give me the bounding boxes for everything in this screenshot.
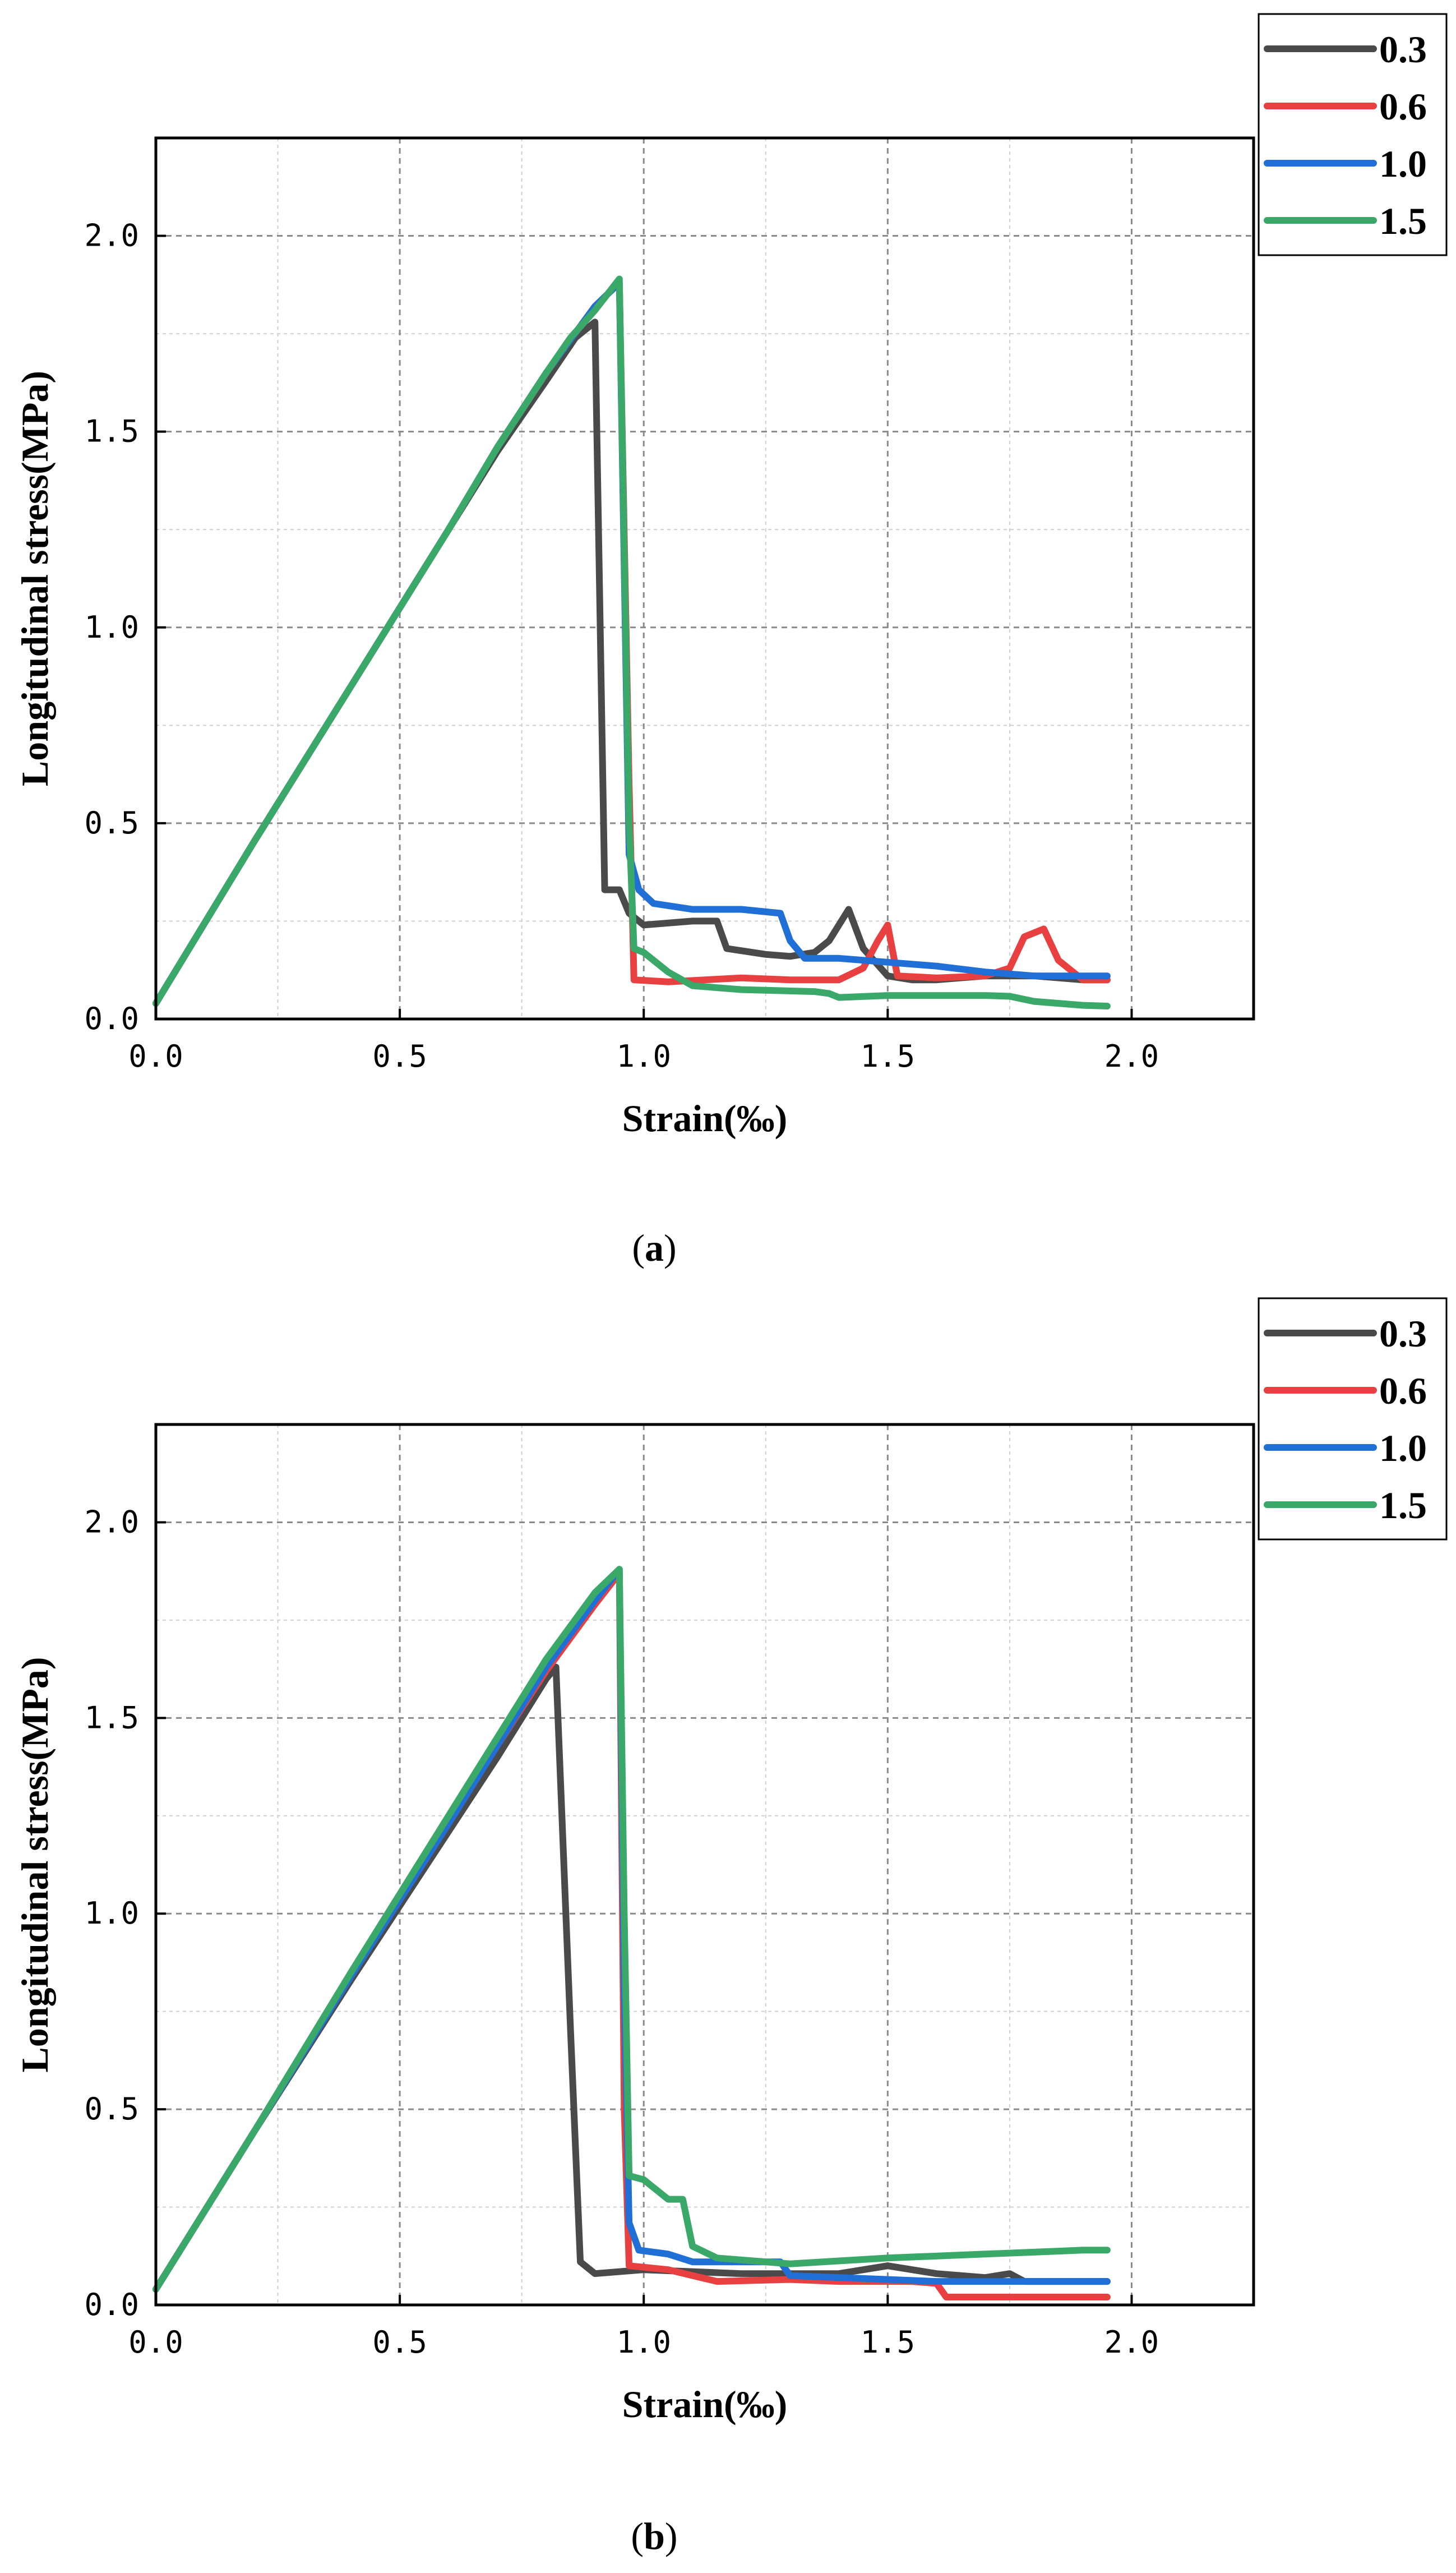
legend-label-1.5: 1.5 xyxy=(1379,200,1427,242)
y-tick-label: 0.0 xyxy=(84,2287,139,2322)
x-tick-label: 0.5 xyxy=(372,1039,427,1074)
legend-label-0.6: 0.6 xyxy=(1379,85,1427,128)
series-line-1.5 xyxy=(152,1566,1111,2293)
chart-panel-a: 0.0 0.5 1.0 1.5 2.0 0.0 0.5 1.0 1.5 2.0 Strain(‰) L… xyxy=(13,13,1448,1269)
x-tick-label: 1.5 xyxy=(861,1039,916,1074)
legend-label-0.3: 0.3 xyxy=(1379,1312,1427,1355)
x-tick-label: 0.5 xyxy=(372,2325,427,2360)
y-tick-label: 0.0 xyxy=(84,1001,139,1036)
plot-frame xyxy=(154,136,1255,1021)
legend-box xyxy=(1258,13,1448,256)
y-tick-label: 1.0 xyxy=(84,610,139,645)
y-tick-label: 0.5 xyxy=(84,2091,139,2127)
y-tick-label: 1.5 xyxy=(84,1700,139,1735)
legend-label-1.0: 1.0 xyxy=(1379,142,1427,185)
figure-caption: (b) xyxy=(631,2515,677,2557)
y-axis-title: Longitudinal stress(MPa) xyxy=(13,371,56,786)
x-tick-label: 0.0 xyxy=(128,1039,183,1074)
x-tick-label: 0.0 xyxy=(128,2325,183,2360)
figure-caption: (a) xyxy=(632,1226,676,1269)
y-tick-label: 1.0 xyxy=(84,1896,139,1931)
plot-frame xyxy=(154,1423,1255,2307)
legend-label-0.6: 0.6 xyxy=(1379,1370,1427,1412)
y-tick-label: 2.0 xyxy=(84,218,139,253)
legend-label-1.0: 1.0 xyxy=(1379,1427,1427,1469)
y-tick-label: 1.5 xyxy=(84,414,139,449)
y-tick-label: 2.0 xyxy=(84,1504,139,1539)
series-line-1.5 xyxy=(152,275,1111,1009)
series-line-0.3 xyxy=(152,1663,1111,2293)
x-tick-label: 1.5 xyxy=(861,2325,916,2360)
x-tick-label: 2.0 xyxy=(1104,2325,1159,2360)
legend-label-0.3: 0.3 xyxy=(1379,28,1427,71)
x-axis-title: Strain(‰) xyxy=(622,1097,788,1140)
chart-panel-b: 0.0 0.5 1.0 1.5 2.0 0.0 0.5 1.0 1.5 2.0 Strain(‰) L… xyxy=(13,1297,1448,2557)
y-tick-label: 0.5 xyxy=(84,805,139,841)
x-tick-label: 2.0 xyxy=(1104,1039,1159,1074)
x-tick-label: 1.0 xyxy=(616,1039,671,1074)
x-axis-title: Strain(‰) xyxy=(622,2383,788,2426)
legend-label-1.5: 1.5 xyxy=(1379,1484,1427,1527)
series-line-1.0 xyxy=(152,1566,1111,2293)
y-axis-title: Longitudinal stress(MPa) xyxy=(13,1657,56,2072)
x-tick-label: 1.0 xyxy=(616,2325,671,2360)
legend-box xyxy=(1258,1297,1448,1541)
